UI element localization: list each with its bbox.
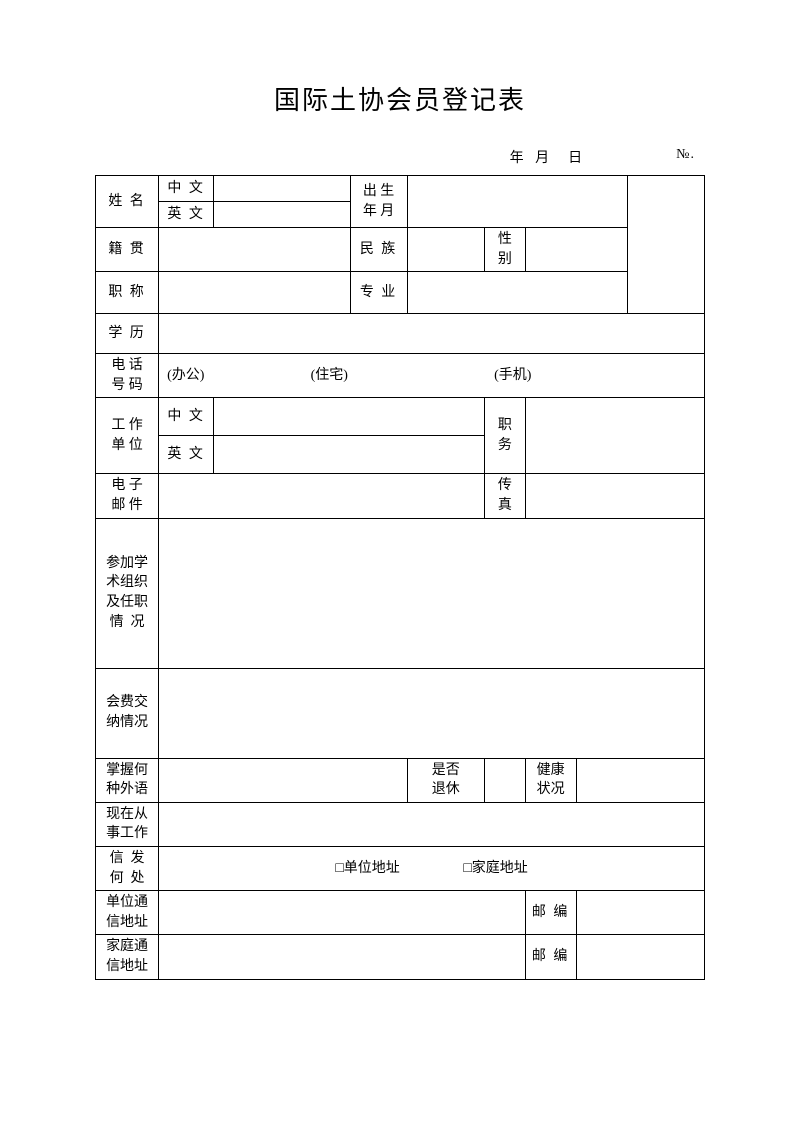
label-mail-to: 信 发何 处 xyxy=(96,846,159,890)
field-current-work[interactable] xyxy=(159,802,705,846)
phone-office: (办公) xyxy=(167,366,307,386)
field-health[interactable] xyxy=(576,758,704,802)
label-birth: 出 生年 月 xyxy=(350,176,407,228)
field-postcode-1[interactable] xyxy=(576,891,704,935)
label-fee: 会费交纳情况 xyxy=(96,668,159,758)
field-photo[interactable] xyxy=(627,176,704,314)
field-unit-addr[interactable] xyxy=(159,891,526,935)
label-academic: 参加学术组织及任职情 况 xyxy=(96,518,159,668)
label-native-place: 籍 贯 xyxy=(96,228,159,272)
phone-home: (住宅) xyxy=(311,366,491,386)
registration-table: 姓 名 中 文 出 生年 月 英 文 籍 贯 民 族 性别 职 称 专 业 xyxy=(95,175,705,980)
field-name-en[interactable] xyxy=(214,202,350,228)
label-education: 学 历 xyxy=(96,314,159,354)
field-postcode-2[interactable] xyxy=(576,935,704,979)
field-home-addr[interactable] xyxy=(159,935,526,979)
label-gender: 性别 xyxy=(484,228,525,272)
field-academic[interactable] xyxy=(159,518,705,668)
label-foreign-lang: 掌握何种外语 xyxy=(96,758,159,802)
label-name: 姓 名 xyxy=(96,176,159,228)
label-retired: 是否退休 xyxy=(407,758,484,802)
field-native-place[interactable] xyxy=(159,228,350,272)
label-unit-en: 英 文 xyxy=(159,436,214,474)
date-label: 年 月 日 xyxy=(510,147,587,167)
label-email: 电 子邮 件 xyxy=(96,474,159,518)
phone-mobile: (手机) xyxy=(494,366,531,386)
field-retired[interactable] xyxy=(484,758,525,802)
field-unit-en[interactable] xyxy=(214,436,485,474)
checkbox-home-addr[interactable]: □家庭地址 xyxy=(463,859,527,879)
label-postcode-1: 邮 编 xyxy=(525,891,576,935)
label-postcode-2: 邮 编 xyxy=(525,935,576,979)
field-email[interactable] xyxy=(159,474,485,518)
label-major: 专 业 xyxy=(350,272,407,314)
field-major[interactable] xyxy=(407,272,627,314)
field-foreign-lang[interactable] xyxy=(159,758,407,802)
label-work-unit: 工 作单 位 xyxy=(96,398,159,474)
label-chinese: 中 文 xyxy=(159,176,214,202)
number-label: №. xyxy=(676,147,695,167)
field-fax[interactable] xyxy=(525,474,704,518)
label-health: 健康状况 xyxy=(525,758,576,802)
field-position[interactable] xyxy=(525,398,704,474)
label-title-rank: 职 称 xyxy=(96,272,159,314)
field-phone[interactable]: (办公) (住宅) (手机) xyxy=(159,354,705,398)
field-birth[interactable] xyxy=(407,176,627,228)
field-mail-to[interactable]: □单位地址 □家庭地址 xyxy=(159,846,705,890)
date-row: 年 月 日 №. xyxy=(95,147,705,167)
label-unit-cn: 中 文 xyxy=(159,398,214,436)
label-unit-addr: 单位通信地址 xyxy=(96,891,159,935)
form-title: 国际土协会员登记表 xyxy=(95,80,705,117)
field-unit-cn[interactable] xyxy=(214,398,485,436)
field-name-cn[interactable] xyxy=(214,176,350,202)
checkbox-unit-addr[interactable]: □单位地址 xyxy=(335,859,399,879)
label-current-work: 现在从事工作 xyxy=(96,802,159,846)
field-fee[interactable] xyxy=(159,668,705,758)
label-english: 英 文 xyxy=(159,202,214,228)
label-home-addr: 家庭通信地址 xyxy=(96,935,159,979)
field-title-rank[interactable] xyxy=(159,272,350,314)
label-phone: 电 话号 码 xyxy=(96,354,159,398)
label-position: 职务 xyxy=(484,398,525,474)
field-ethnicity[interactable] xyxy=(407,228,484,272)
field-gender[interactable] xyxy=(525,228,627,272)
label-fax: 传真 xyxy=(484,474,525,518)
form-page: 国际土协会员登记表 年 月 日 №. 姓 名 中 文 出 生年 月 xyxy=(0,0,800,980)
label-ethnicity: 民 族 xyxy=(350,228,407,272)
field-education[interactable] xyxy=(159,314,705,354)
